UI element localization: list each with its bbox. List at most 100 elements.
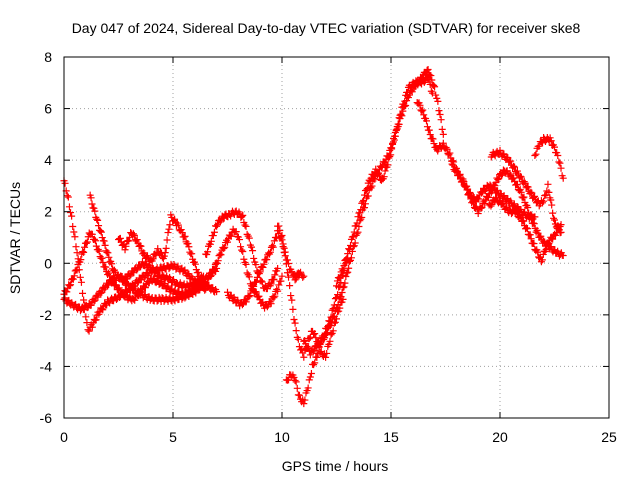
data-point xyxy=(333,304,341,312)
data-point xyxy=(133,279,141,287)
data-point xyxy=(73,266,81,274)
data-point xyxy=(97,289,105,297)
data-point xyxy=(538,256,546,264)
data-point xyxy=(386,153,394,161)
data-point xyxy=(336,273,344,281)
data-point xyxy=(475,195,483,203)
data-point xyxy=(95,310,103,318)
data-point xyxy=(396,111,404,119)
data-point xyxy=(535,142,543,150)
data-point xyxy=(435,107,443,115)
data-point xyxy=(263,303,271,311)
data-point xyxy=(164,229,172,237)
data-point xyxy=(88,230,96,238)
data-point xyxy=(427,72,435,80)
data-point xyxy=(380,173,388,181)
data-point xyxy=(470,199,478,207)
data-point xyxy=(540,197,548,205)
data-point xyxy=(557,164,565,172)
data-point xyxy=(108,260,116,268)
data-point xyxy=(282,260,290,268)
data-point xyxy=(202,280,210,288)
data-point xyxy=(180,233,188,241)
data-point xyxy=(238,213,246,221)
data-point xyxy=(92,316,100,324)
series-track-14 xyxy=(448,160,567,260)
data-point xyxy=(351,239,359,247)
data-point xyxy=(289,305,297,313)
data-point xyxy=(241,221,249,229)
data-point xyxy=(194,268,202,276)
data-point xyxy=(522,224,530,232)
data-point xyxy=(555,158,563,166)
series-track-17 xyxy=(531,133,567,182)
series-track-4 xyxy=(115,211,221,296)
data-point xyxy=(393,125,401,133)
data-point xyxy=(466,191,474,199)
data-point xyxy=(530,240,538,248)
data-point xyxy=(249,247,257,255)
data-point xyxy=(247,243,255,251)
data-point xyxy=(559,252,567,260)
data-point xyxy=(281,252,289,260)
data-point xyxy=(137,242,145,250)
data-point xyxy=(171,297,179,305)
data-point xyxy=(290,315,298,323)
data-point xyxy=(520,217,528,225)
data-point xyxy=(429,135,437,143)
data-point xyxy=(335,274,343,282)
data-point xyxy=(235,236,243,244)
data-point xyxy=(275,222,283,230)
data-point xyxy=(359,198,367,206)
data-point xyxy=(166,221,174,229)
data-point xyxy=(477,204,485,212)
data-point xyxy=(510,162,518,170)
data-point xyxy=(353,219,361,227)
data-point xyxy=(397,110,405,118)
data-point xyxy=(420,111,428,119)
data-point xyxy=(434,97,442,105)
data-point xyxy=(238,301,246,309)
data-point xyxy=(181,266,189,274)
data-point xyxy=(286,282,294,290)
data-point xyxy=(242,222,250,230)
data-point xyxy=(279,240,287,248)
data-point xyxy=(557,228,565,236)
data-point xyxy=(392,126,400,134)
data-point xyxy=(452,166,460,174)
data-point xyxy=(129,230,137,238)
data-point xyxy=(487,202,495,210)
data-point xyxy=(517,173,525,181)
data-point xyxy=(181,294,189,302)
data-point xyxy=(99,259,107,267)
data-point xyxy=(96,227,104,235)
y-tick-label: 8 xyxy=(44,49,52,65)
data-point xyxy=(433,94,441,102)
data-point xyxy=(271,271,279,279)
data-point xyxy=(360,196,368,204)
data-point xyxy=(116,272,124,280)
y-tick-label: -2 xyxy=(40,307,53,323)
data-point xyxy=(531,152,539,160)
data-point xyxy=(344,250,352,258)
data-point xyxy=(100,237,108,245)
data-point xyxy=(158,266,166,274)
data-point xyxy=(340,283,348,291)
data-point xyxy=(320,335,328,343)
data-point xyxy=(267,280,275,288)
data-point xyxy=(401,97,409,105)
data-point xyxy=(347,254,355,262)
data-point xyxy=(80,296,88,304)
series-track-5 xyxy=(60,271,210,315)
data-point xyxy=(439,130,447,138)
data-point xyxy=(341,279,349,287)
data-point xyxy=(256,268,264,276)
data-point xyxy=(232,228,240,236)
data-point xyxy=(349,232,357,240)
data-point xyxy=(390,136,398,144)
data-point xyxy=(163,236,171,244)
data-point xyxy=(160,252,168,260)
data-point xyxy=(343,255,351,263)
data-point xyxy=(358,213,366,221)
